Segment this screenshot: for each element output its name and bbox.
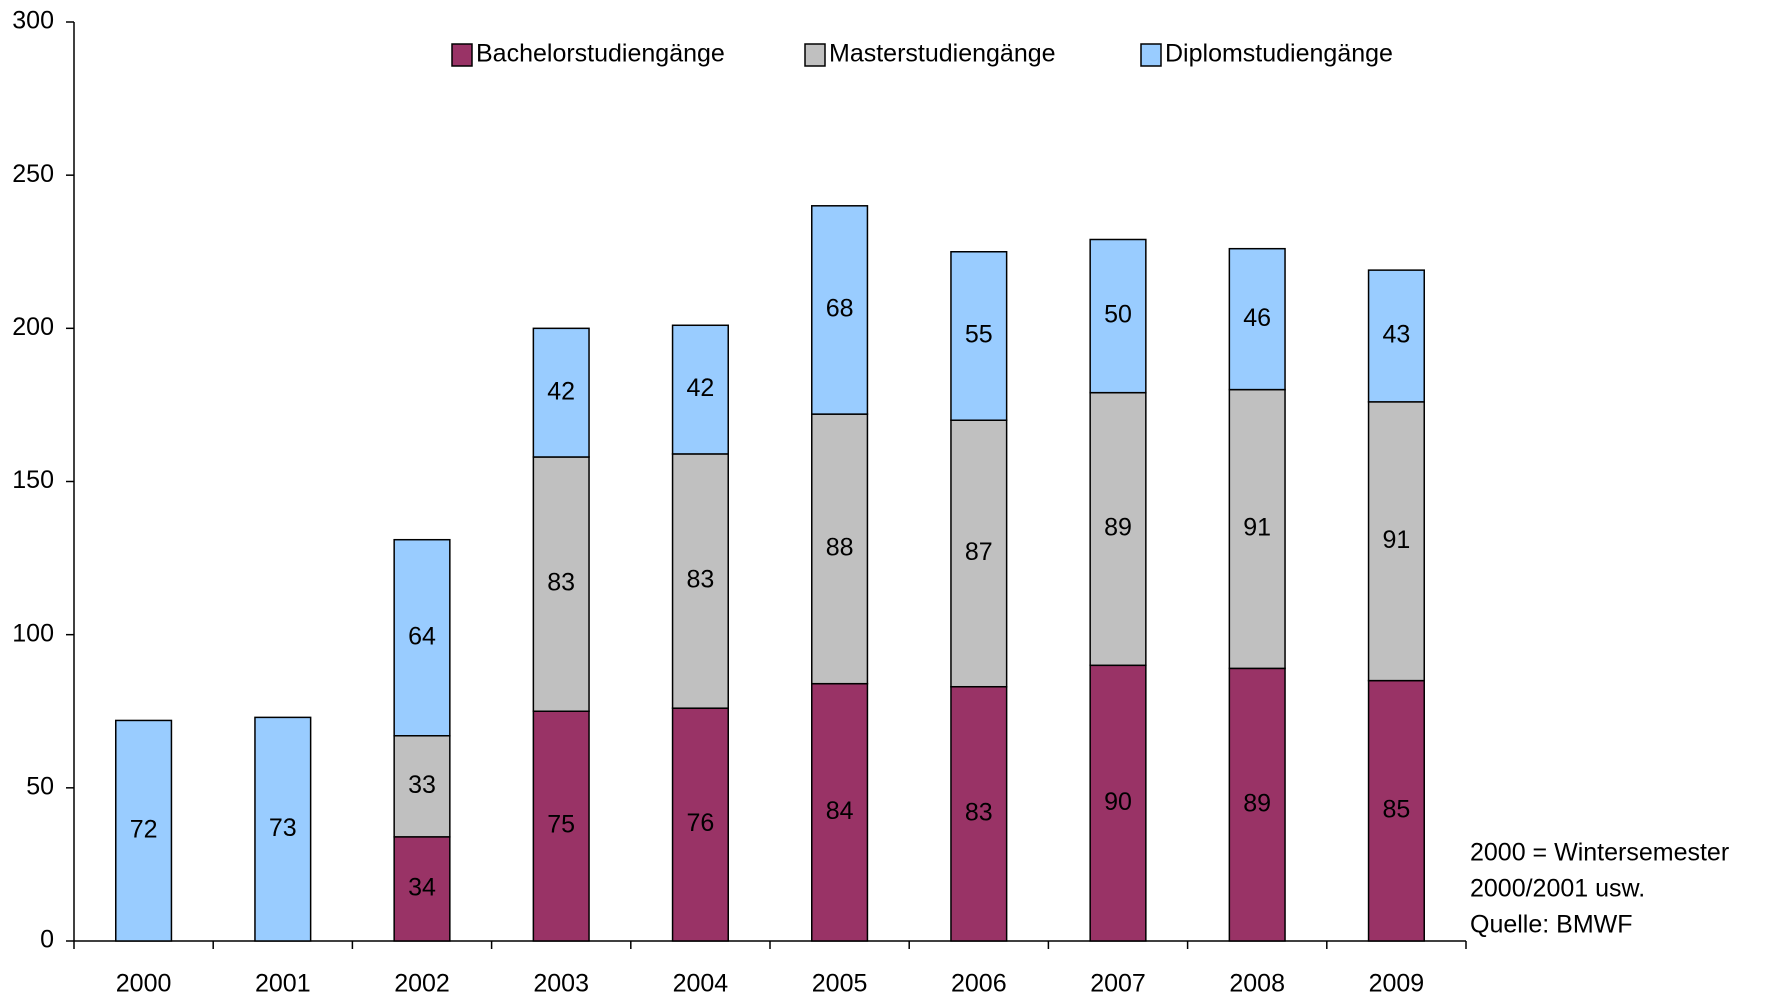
data-label: 83 bbox=[965, 798, 993, 826]
bar-segment bbox=[1228, 388, 1286, 670]
data-label: 91 bbox=[1382, 526, 1410, 554]
data-label: 88 bbox=[826, 534, 854, 562]
bar-segment bbox=[393, 735, 451, 838]
bar-segment bbox=[1089, 664, 1147, 942]
data-label: 64 bbox=[408, 622, 436, 650]
data-label: 33 bbox=[408, 771, 436, 799]
bar-segment bbox=[1228, 247, 1286, 391]
data-label: 89 bbox=[1243, 789, 1271, 817]
legend-label: Diplomstudiengänge bbox=[1165, 40, 1393, 68]
data-label: 84 bbox=[826, 797, 854, 825]
bar-segment bbox=[1367, 401, 1425, 682]
data-label: 83 bbox=[686, 566, 714, 594]
bar-segment bbox=[532, 710, 590, 942]
bar-segment bbox=[1367, 269, 1425, 403]
bar-segment bbox=[671, 707, 729, 942]
data-label: 76 bbox=[686, 809, 714, 837]
bar-segment bbox=[811, 205, 869, 415]
note: Quelle: BMWF bbox=[1470, 911, 1633, 939]
x-tick-label: 2008 bbox=[1229, 970, 1285, 998]
x-tick-label: 2002 bbox=[394, 970, 450, 998]
y-tick-label: 200 bbox=[12, 313, 54, 341]
note: 2000 = Wintersemester bbox=[1470, 839, 1729, 867]
x-tick-label: 2007 bbox=[1090, 970, 1146, 998]
bar-segment bbox=[532, 456, 590, 713]
data-label: 42 bbox=[547, 377, 575, 405]
data-label: 46 bbox=[1243, 304, 1271, 332]
x-tick-label: 2006 bbox=[951, 970, 1007, 998]
data-label: 85 bbox=[1382, 795, 1410, 823]
bar-segment bbox=[950, 419, 1008, 688]
y-tick-label: 150 bbox=[12, 466, 54, 494]
data-label: 34 bbox=[408, 874, 436, 902]
bar-segment bbox=[254, 716, 312, 942]
legend-swatch bbox=[1140, 43, 1162, 67]
data-label: 89 bbox=[1104, 514, 1132, 542]
y-tick-label: 100 bbox=[12, 619, 54, 647]
bar-segment bbox=[115, 719, 173, 942]
bar-segment bbox=[393, 538, 451, 737]
data-label: 72 bbox=[130, 815, 158, 843]
data-label: 55 bbox=[965, 321, 993, 349]
legend-label: Masterstudiengänge bbox=[829, 40, 1056, 68]
legend-swatch bbox=[804, 43, 826, 67]
data-label: 75 bbox=[547, 811, 575, 839]
legend-label: Bachelorstudiengänge bbox=[476, 40, 725, 68]
y-tick-label: 300 bbox=[12, 7, 54, 35]
data-label: 91 bbox=[1243, 514, 1271, 542]
bar-segment bbox=[671, 324, 729, 455]
legend-swatch bbox=[451, 43, 473, 67]
bar-segment bbox=[1089, 238, 1147, 394]
bar-segment bbox=[671, 453, 729, 709]
data-label: 87 bbox=[965, 538, 993, 566]
bar-segment bbox=[811, 413, 869, 685]
x-tick-label: 2004 bbox=[673, 970, 729, 998]
y-tick-label: 0 bbox=[40, 926, 54, 954]
bar-segment bbox=[950, 251, 1008, 421]
bar-segment bbox=[1228, 667, 1286, 942]
note: 2000/2001 usw. bbox=[1470, 875, 1645, 903]
x-tick-label: 2009 bbox=[1369, 970, 1425, 998]
data-label: 90 bbox=[1104, 788, 1132, 816]
data-label: 68 bbox=[826, 295, 854, 323]
bar-segment bbox=[532, 327, 590, 458]
x-tick-label: 2000 bbox=[116, 970, 172, 998]
y-tick-label: 250 bbox=[12, 160, 54, 188]
x-tick-label: 2001 bbox=[255, 970, 311, 998]
data-label: 83 bbox=[547, 569, 575, 597]
x-tick-label: 2003 bbox=[533, 970, 589, 998]
data-label: 50 bbox=[1104, 301, 1132, 329]
y-tick-label: 50 bbox=[26, 772, 54, 800]
x-tick-label: 2005 bbox=[812, 970, 868, 998]
bar-segment bbox=[811, 682, 869, 942]
bar-segment bbox=[950, 685, 1008, 942]
bar-segment bbox=[393, 836, 451, 942]
data-label: 43 bbox=[1382, 321, 1410, 349]
data-label: 73 bbox=[269, 814, 297, 842]
bar-segment bbox=[1089, 391, 1147, 667]
data-label: 42 bbox=[686, 374, 714, 402]
